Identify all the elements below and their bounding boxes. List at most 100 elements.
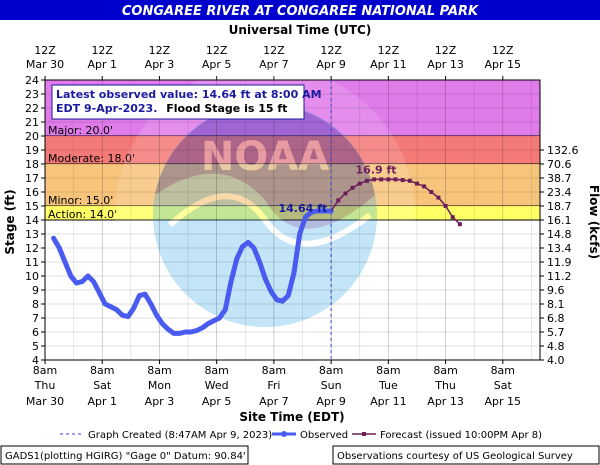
top-tick-label: 12Z (34, 44, 56, 57)
y-tick-label: 6 (32, 326, 39, 339)
y-tick-label: 21 (25, 116, 39, 129)
x-tick-date: Apr 7 (259, 395, 289, 408)
band-action (45, 206, 540, 220)
y-tick-label: 14 (25, 214, 39, 227)
forecast-point (457, 222, 462, 227)
y2-tick-label: 132.6 (547, 144, 579, 157)
info-line-stage: Flood Stage is 15 ft (166, 102, 287, 115)
y2-axis-label: Flow (kcfs) (587, 185, 600, 259)
x-tick-date: Apr 9 (316, 395, 346, 408)
top-tick-date: Apr 5 (202, 58, 232, 71)
forecast-point (379, 177, 384, 182)
y2-tick-label: 14.8 (547, 228, 572, 241)
y2-tick-label: 23.4 (547, 186, 572, 199)
x-tick-day: Sat (494, 379, 513, 392)
band-label-minor: Minor: 15.0' (48, 194, 113, 207)
y-tick-label: 4 (32, 354, 39, 367)
y2-tick-label: 70.6 (547, 158, 572, 171)
y-tick-label: 12 (25, 242, 39, 255)
info-line-latest: Latest observed value: 14.64 ft at 8:00 … (56, 88, 322, 101)
top-axis-title: Universal Time (UTC) (229, 23, 372, 37)
y2-tick-label: 4.8 (547, 340, 565, 353)
top-tick-date: Apr 1 (87, 58, 117, 71)
y2-tick-label: 5.7 (547, 326, 565, 339)
y-tick-label: 17 (25, 172, 39, 185)
x-tick-date: Apr 15 (485, 395, 522, 408)
y-tick-label: 13 (25, 228, 39, 241)
y-tick-label: 10 (25, 270, 39, 283)
x-tick-time: 8am (433, 364, 457, 377)
bottom-axis-title: Site Time (EDT) (239, 410, 344, 424)
top-tick-label: 12Z (263, 44, 285, 57)
top-tick-date: Apr 11 (370, 58, 407, 71)
x-tick-date: Apr 13 (427, 395, 464, 408)
y2-tick-label: 11.9 (547, 256, 572, 269)
forecast-point (443, 204, 448, 208)
forecast-point (364, 178, 369, 183)
y-tick-label: 19 (25, 144, 39, 157)
y-tick-label: 16 (25, 186, 39, 199)
top-tick-date: Apr 7 (259, 58, 289, 71)
top-tick-date: Mar 30 (26, 58, 64, 71)
y-tick-label: 5 (32, 340, 39, 353)
x-tick-date: Apr 1 (87, 395, 117, 408)
y-tick-label: 23 (25, 88, 39, 101)
legend-observed-marker (281, 431, 287, 437)
info-line-date: EDT 9-Apr-2023. (56, 102, 157, 115)
y2-tick-label: 9.6 (547, 284, 565, 297)
x-tick-date: Mar 30 (26, 395, 64, 408)
y-tick-label: 11 (25, 256, 39, 269)
x-tick-time: 8am (147, 364, 171, 377)
y-tick-label: 7 (32, 312, 39, 325)
x-tick-day: Thu (34, 379, 56, 392)
x-tick-date: Apr 5 (202, 395, 232, 408)
forecast-point (400, 178, 405, 183)
top-tick-label: 12Z (149, 44, 171, 57)
footer-datum-text: GADS1(plotting HGIRG) "Gage 0" Datum: 90… (5, 451, 246, 462)
x-tick-day: Fri (267, 379, 280, 392)
top-tick-label: 12Z (492, 44, 514, 57)
y2-tick-label: 13.4 (547, 242, 572, 255)
forecast-point (407, 178, 412, 183)
legend-forecast-label: Forecast (issued 10:00PM Apr 8) (380, 430, 542, 441)
forecast-point (450, 215, 455, 220)
info-box: Latest observed value: 14.64 ft at 8:00 … (51, 84, 322, 120)
y-tick-label: 22 (25, 102, 39, 115)
forecast-point (343, 191, 348, 196)
top-tick-date: Apr 15 (485, 58, 522, 71)
bottom-axis-ticks: 8am Thu Mar 30 8am Sat Apr 1 8am Mon Apr 3 8am Wed… (26, 360, 521, 408)
y-tick-label: 8 (32, 298, 39, 311)
band-minor (45, 164, 540, 206)
info-box-frame (51, 84, 305, 120)
x-tick-time: 8am (319, 364, 343, 377)
top-tick-date: Apr 13 (427, 58, 464, 71)
band-label-major: Major: 20.0' (48, 124, 113, 137)
forecast-point (414, 181, 419, 186)
y-tick-label: 20 (25, 130, 39, 143)
y2-tick-label: 38.7 (547, 172, 572, 185)
forecast-point (357, 181, 362, 186)
y-tick-label: 15 (25, 200, 39, 213)
forecast-series-points (336, 177, 462, 227)
forecast-point (422, 184, 427, 189)
forecast-crest-label: 16.9 ft (356, 163, 397, 176)
y2-tick-label: 4.0 (547, 354, 565, 367)
forecast-point (350, 185, 355, 190)
top-tick-label: 12Z (206, 44, 228, 57)
x-tick-time: 8am (33, 364, 57, 377)
footer-credit-text: Observations courtesy of US Geological S… (337, 451, 573, 462)
svg-text:NOAA: NOAA (201, 134, 329, 180)
y2-tick-label: 11.2 (547, 270, 572, 283)
forecast-point (436, 195, 441, 200)
top-tick-label: 12Z (378, 44, 400, 57)
y-axis-label: Stage (ft) (3, 189, 17, 254)
x-tick-day: Mon (148, 379, 171, 392)
legend-created-label: Graph Created (8:47AM Apr 9, 2023) (88, 430, 272, 441)
x-tick-time: 8am (376, 364, 400, 377)
forecast-point (386, 177, 391, 182)
footer-datum-box (0, 445, 249, 465)
legend: Graph Created (8:47AM Apr 9, 2023) Obser… (60, 430, 542, 441)
x-tick-day: Wed (205, 379, 229, 392)
